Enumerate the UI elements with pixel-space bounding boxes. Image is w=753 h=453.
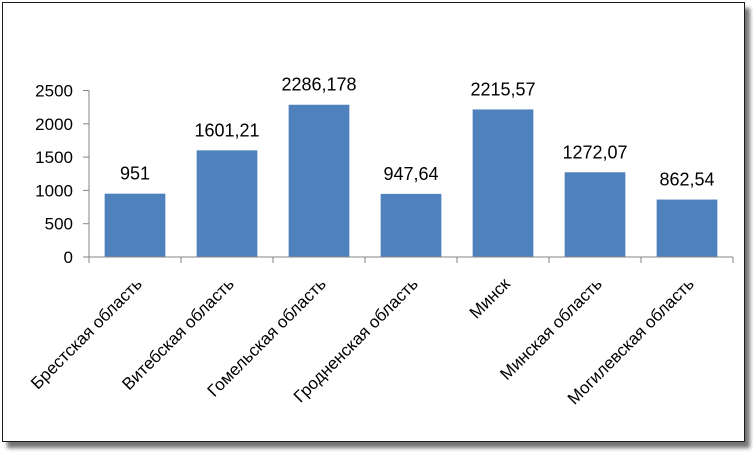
chart-frame: 0 500 1000 1500 2000 2500 951 1601,21 2286,178 9…	[2, 2, 745, 442]
data-label: 1272,07	[562, 142, 627, 162]
category-label: Минская область	[496, 274, 605, 383]
data-label: 2286,178	[281, 75, 356, 95]
data-label: 2215,57	[470, 79, 535, 99]
bar	[104, 193, 166, 257]
bar	[196, 150, 258, 257]
data-labels: 951 1601,21 2286,178 947,64 2215,57 1272,07 86…	[120, 75, 715, 190]
bar	[472, 109, 534, 257]
bar	[380, 193, 442, 257]
category-label: Минск	[466, 274, 514, 322]
y-tick-label: 1500	[35, 148, 73, 167]
data-label: 1601,21	[194, 120, 259, 140]
bars	[104, 104, 718, 258]
bar	[656, 199, 718, 257]
data-label: 947,64	[383, 164, 438, 184]
data-label: 862,54	[659, 170, 714, 190]
bar	[288, 104, 350, 258]
y-tick-label: 1000	[35, 181, 73, 200]
y-tick-label: 2000	[35, 115, 73, 134]
bar	[564, 172, 626, 257]
y-tick-label: 2500	[35, 82, 73, 101]
y-tick-label: 500	[45, 215, 73, 234]
y-axis-ticks: 0 500 1000 1500 2000 2500	[35, 82, 734, 267]
data-label: 951	[120, 164, 150, 184]
y-tick-label: 0	[64, 248, 73, 267]
